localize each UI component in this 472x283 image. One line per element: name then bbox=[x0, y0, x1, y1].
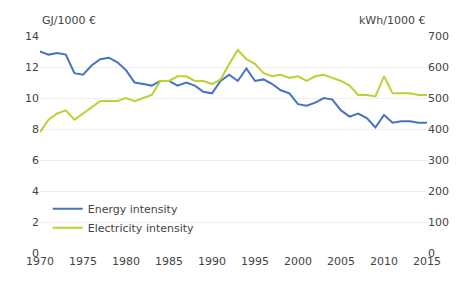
svg-text:0: 0 bbox=[32, 247, 39, 260]
svg-text:6: 6 bbox=[32, 154, 39, 167]
svg-text:2: 2 bbox=[32, 216, 39, 229]
svg-text:12: 12 bbox=[25, 61, 39, 74]
svg-text:700: 700 bbox=[428, 30, 449, 43]
svg-text:Energy intensity: Energy intensity bbox=[88, 203, 178, 216]
svg-text:0: 0 bbox=[428, 247, 435, 260]
svg-text:1985: 1985 bbox=[155, 255, 183, 268]
svg-text:Electricity intensity: Electricity intensity bbox=[88, 222, 194, 235]
svg-text:14: 14 bbox=[25, 30, 39, 43]
svg-text:2015: 2015 bbox=[413, 255, 441, 268]
svg-text:1990: 1990 bbox=[198, 255, 226, 268]
svg-text:2010: 2010 bbox=[370, 255, 398, 268]
svg-text:8: 8 bbox=[32, 123, 39, 136]
svg-text:1995: 1995 bbox=[241, 255, 269, 268]
svg-text:1980: 1980 bbox=[112, 255, 140, 268]
svg-text:2005: 2005 bbox=[327, 255, 355, 268]
svg-text:GJ/1000 €: GJ/1000 € bbox=[42, 14, 96, 27]
svg-text:200: 200 bbox=[428, 185, 449, 198]
svg-text:600: 600 bbox=[428, 61, 449, 74]
svg-text:2000: 2000 bbox=[284, 255, 312, 268]
svg-text:1970: 1970 bbox=[26, 255, 54, 268]
svg-text:1975: 1975 bbox=[69, 255, 97, 268]
svg-text:100: 100 bbox=[428, 216, 449, 229]
svg-text:300: 300 bbox=[428, 154, 449, 167]
svg-text:400: 400 bbox=[428, 123, 449, 136]
svg-text:10: 10 bbox=[25, 92, 39, 105]
svg-text:500: 500 bbox=[428, 92, 449, 105]
svg-text:kWh/1000 €: kWh/1000 € bbox=[359, 14, 425, 27]
svg-text:4: 4 bbox=[32, 185, 39, 198]
